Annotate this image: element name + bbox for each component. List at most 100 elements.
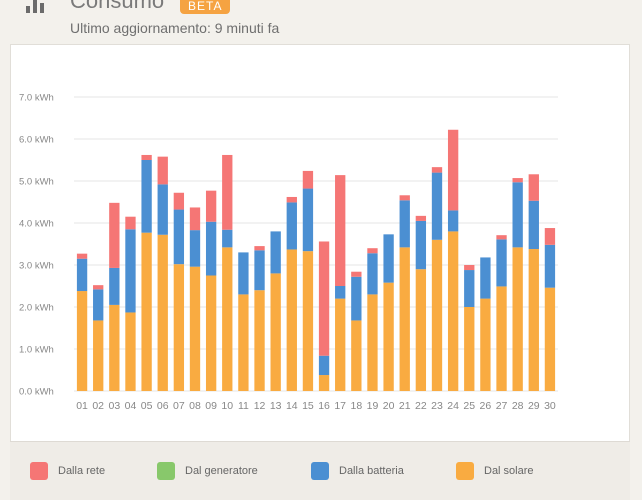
bar-segment-solare: [205, 275, 217, 391]
bar-segment-batteria: [157, 184, 168, 235]
bar-segment-rete: [367, 248, 378, 254]
x-tick-label: 19: [367, 400, 379, 412]
bar-segment-rete: [125, 216, 136, 230]
bar-segment-solare: [512, 247, 523, 391]
bar-segment-batteria: [335, 286, 346, 299]
bar-segment-batteria: [544, 244, 556, 288]
bar-segment-batteria: [383, 234, 394, 283]
bar-segment-rete: [512, 178, 523, 183]
bar-segment-solare: [173, 264, 185, 391]
bar-segment-solare: [93, 320, 104, 391]
bar-segment-batteria: [399, 200, 410, 248]
bar-segment-batteria: [367, 253, 378, 295]
bar-segment-solare: [286, 249, 297, 391]
bar-segment-solare: [302, 251, 314, 391]
bar-segment-rete: [205, 190, 217, 222]
x-tick-label: 14: [286, 400, 298, 412]
bar-segment-rete: [318, 241, 330, 356]
bar-segment-batteria: [496, 239, 507, 287]
x-tick-label: 08: [189, 400, 201, 412]
x-tick-label: 05: [141, 400, 153, 412]
bar-segment-batteria: [93, 289, 104, 321]
x-tick-label: 26: [480, 400, 492, 412]
bar-segment-batteria: [431, 172, 443, 240]
x-tick-label: 23: [431, 400, 443, 412]
legend-label: Dalla rete: [58, 465, 106, 477]
bar-segment-solare: [222, 247, 233, 391]
bar-segment-rete: [93, 285, 104, 290]
x-tick-label: 15: [302, 400, 314, 412]
x-tick-label: 24: [447, 400, 459, 412]
x-tick-label: 13: [270, 400, 282, 412]
x-tick-label: 29: [528, 400, 540, 412]
bar-chart-icon: [26, 0, 48, 13]
bar-segment-batteria: [109, 267, 120, 305]
legend-label: Dal generatore: [185, 465, 258, 477]
bar-segment-rete: [464, 265, 475, 271]
x-tick-label: 30: [544, 400, 556, 412]
bar-segment-solare: [238, 294, 249, 391]
x-tick-label: 06: [157, 400, 169, 412]
bar-segment-solare: [496, 286, 507, 391]
bar-segment-batteria: [125, 229, 136, 313]
bar-segment-solare: [109, 304, 120, 391]
bar-segment-solare: [383, 282, 394, 391]
bar-segment-batteria: [76, 258, 88, 292]
bar-segment-batteria: [464, 270, 475, 307]
x-tick-label: 03: [108, 400, 120, 412]
bar-segment-batteria: [512, 182, 523, 248]
consumption-chart: 0.0 kWh 1.0 kWh 2.0 kWh 3.0 kWh 4.0 kWh 5.0 k…: [19, 93, 558, 412]
bar-segment-solare: [367, 294, 378, 391]
bar-segment-batteria: [528, 200, 539, 250]
bar-segment-rete: [286, 196, 297, 203]
bar-segment-rete: [222, 154, 233, 230]
y-tick-label: 0.0 kWh: [19, 387, 54, 398]
bar-segment-rete: [335, 175, 346, 286]
bar-segment-batteria: [270, 231, 281, 274]
bar-segment-rete: [141, 154, 152, 160]
bar-segment-solare: [335, 298, 346, 391]
x-tick-label: 20: [383, 400, 395, 412]
bar-segment-batteria: [254, 250, 265, 291]
bar-segment-solare: [189, 266, 201, 391]
x-tick-label: 22: [415, 400, 427, 412]
bar-segment-batteria: [318, 355, 330, 376]
bar-segment-batteria: [222, 229, 233, 248]
bar-segment-solare: [318, 375, 330, 391]
bar-segment-solare: [399, 247, 410, 391]
bar-segment-rete: [157, 156, 168, 185]
y-tick-label: 4.0 kWh: [19, 219, 54, 230]
bar-segment-solare: [254, 290, 265, 391]
bar-segment-rete: [189, 207, 201, 231]
bar-segment-batteria: [286, 202, 297, 250]
x-tick-label: 07: [173, 400, 185, 412]
x-tick-label: 28: [512, 400, 524, 412]
chart-legend: Dalla rete Dal generatore Dalla batteria…: [10, 441, 630, 500]
bar-segment-solare: [431, 239, 443, 391]
legend-label: Dal solare: [484, 465, 534, 477]
bar-segment-solare: [480, 298, 491, 391]
bar-segment-rete: [109, 202, 120, 268]
legend-swatch-batteria: [311, 462, 329, 480]
y-tick-label: 2.0 kWh: [19, 303, 54, 314]
bar-segment-rete: [415, 215, 427, 221]
bar-segment-solare: [464, 307, 475, 391]
bar-segment-rete: [254, 246, 265, 251]
last-update-text: Ultimo aggiornamento: 9 minuti fa: [70, 20, 280, 36]
legend-swatch-rete: [30, 462, 48, 480]
legend-swatch-solare: [456, 462, 474, 480]
bar-segment-solare: [544, 287, 556, 391]
bar-segment-solare: [415, 269, 427, 391]
x-tick-label: 01: [76, 400, 88, 412]
bar-segment-rete: [544, 228, 556, 245]
bar-segment-rete: [399, 195, 410, 201]
bar-segment-rete: [302, 170, 314, 189]
bar-segment-batteria: [480, 257, 491, 299]
bar-segment-batteria: [205, 221, 217, 276]
bar-segment-batteria: [447, 210, 459, 232]
bar-segment-rete: [447, 129, 459, 211]
x-tick-label: 10: [221, 400, 233, 412]
y-tick-label: 5.0 kWh: [19, 177, 54, 188]
legend-swatch-generatore: [157, 462, 175, 480]
bar-segment-solare: [447, 231, 459, 391]
